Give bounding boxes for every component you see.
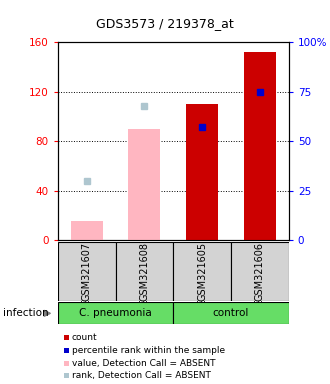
Text: value, Detection Call = ABSENT: value, Detection Call = ABSENT bbox=[72, 359, 215, 367]
Text: C. pneumonia: C. pneumonia bbox=[79, 308, 152, 318]
Text: rank, Detection Call = ABSENT: rank, Detection Call = ABSENT bbox=[72, 371, 211, 380]
Text: GSM321608: GSM321608 bbox=[139, 242, 149, 301]
Bar bbox=[115, 242, 173, 301]
Bar bbox=[128, 129, 160, 240]
Text: percentile rank within the sample: percentile rank within the sample bbox=[72, 346, 225, 355]
Bar bbox=[173, 242, 231, 301]
Text: GSM321605: GSM321605 bbox=[197, 242, 207, 301]
Bar bbox=[58, 302, 173, 324]
Bar bbox=[71, 222, 103, 240]
Text: GDS3573 / 219378_at: GDS3573 / 219378_at bbox=[96, 17, 234, 30]
Bar bbox=[173, 302, 289, 324]
Text: GSM321606: GSM321606 bbox=[255, 242, 265, 301]
Text: control: control bbox=[213, 308, 249, 318]
Text: infection: infection bbox=[3, 308, 49, 318]
Text: count: count bbox=[72, 333, 98, 342]
Bar bbox=[58, 242, 115, 301]
Text: GSM321607: GSM321607 bbox=[82, 242, 92, 301]
Bar bbox=[231, 242, 289, 301]
Bar bbox=[244, 52, 276, 240]
Bar bbox=[186, 104, 218, 240]
